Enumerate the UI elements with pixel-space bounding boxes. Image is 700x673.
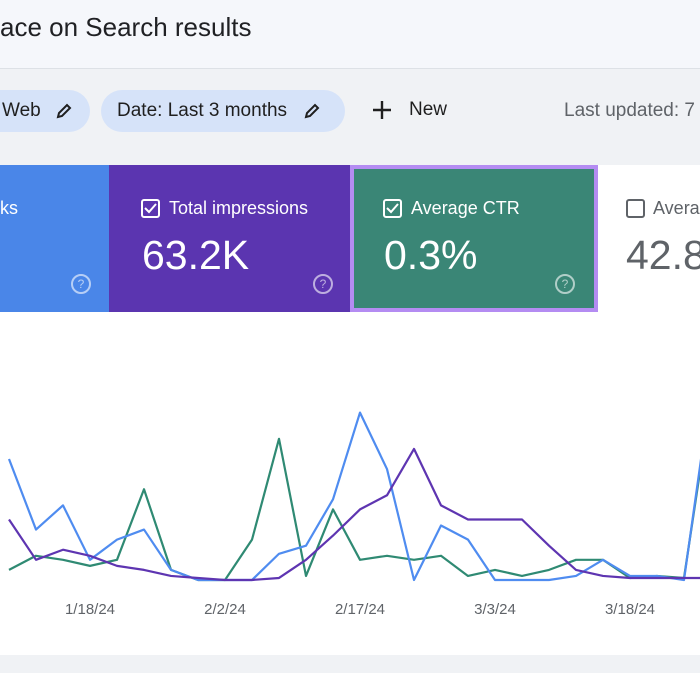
new-filter-button[interactable]: New — [370, 98, 447, 122]
svg-text:?: ? — [562, 277, 569, 291]
new-text: New — [409, 99, 448, 120]
chip-text: Date: Last 3 months — [117, 100, 288, 121]
x-tick-label: 3/18/24 — [605, 601, 655, 618]
metric-card[interactable] — [109, 165, 350, 312]
page-title: ace on Search results — [0, 12, 252, 42]
metric-label: ks — [0, 198, 18, 218]
chip-text: Web — [2, 100, 41, 121]
metric-label: Total impressions — [169, 198, 309, 218]
filter-chip[interactable]: Web — [0, 90, 90, 132]
metric-value: 0.3% — [384, 232, 478, 278]
chart: 1/18/24 2/2/24 2/17/24 3/3/24 3/18/24 — [0, 312, 700, 655]
line-series — [7, 411, 700, 582]
last-updated: Last updated: 7 — [564, 100, 695, 121]
plus-icon — [373, 101, 391, 119]
card-icons: ??? — [71, 199, 645, 294]
x-tick-label: 1/18/24 — [65, 601, 115, 618]
edit-icon — [304, 103, 320, 119]
edit-icon — [56, 103, 72, 119]
x-tick-label: 3/3/24 — [474, 601, 516, 618]
metric-value: 63.2K — [142, 232, 250, 278]
header: ace on Search results — [0, 0, 700, 69]
svg-text:?: ? — [78, 277, 85, 291]
metric-label: Average CTR — [411, 198, 520, 218]
metric-label: Averag — [653, 198, 700, 218]
filter-chip[interactable]: Date: Last 3 months — [101, 90, 345, 132]
line-series — [8, 447, 700, 582]
svg-text:?: ? — [320, 277, 327, 291]
metric-value: 42.8 — [626, 232, 700, 278]
metric-card[interactable] — [0, 165, 109, 312]
line-series — [8, 437, 700, 582]
x-tick-label: 2/17/24 — [335, 601, 385, 618]
metric-card[interactable] — [598, 165, 700, 312]
x-tick-label: 2/2/24 — [204, 601, 246, 618]
